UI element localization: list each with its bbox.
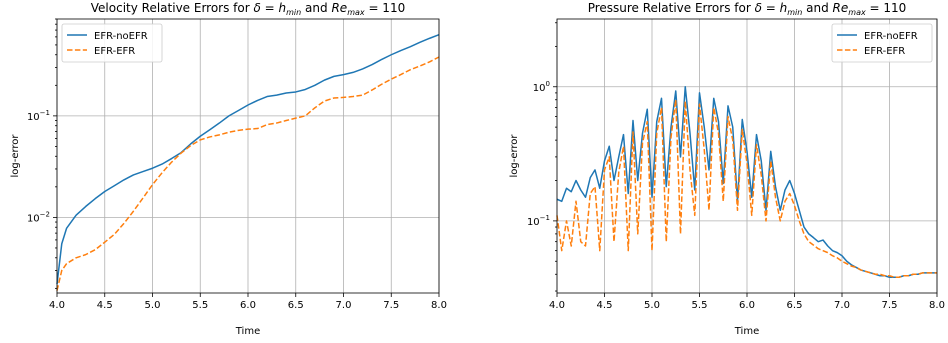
series-line-efr-efr <box>56 56 440 291</box>
y-tick-label: 100 <box>533 80 550 94</box>
legend-label: EFR-EFR <box>864 46 905 57</box>
x-tick-label: 4.5 <box>597 300 613 311</box>
x-tick-label: 6.0 <box>240 300 256 311</box>
series-line-efr-noefr <box>56 34 440 285</box>
plot-area-frame <box>556 18 938 294</box>
plot-area-frame <box>56 18 440 294</box>
legend-label: EFR-noEFR <box>94 31 148 42</box>
velocity-chart: Velocity Relative Errors for δ = hmin an… <box>10 1 447 337</box>
x-tick-label: 4.0 <box>49 300 65 311</box>
x-tick-label: 7.0 <box>834 300 850 311</box>
legend-box <box>831 23 933 63</box>
x-tick-label: 5.0 <box>145 300 161 311</box>
legend: EFR-noEFR EFR-EFR <box>831 23 933 63</box>
chart-title: Velocity Relative Errors for δ = hmin an… <box>91 1 405 17</box>
legend-label: EFR-EFR <box>94 46 135 57</box>
legend-label: EFR-noEFR <box>864 31 918 42</box>
x-tick-label: 7.5 <box>882 300 898 311</box>
axis-ticks: 4.0 4.5 5.0 5.5 6.0 6.5 7.0 7.5 8.0 10−2 10−1 <box>27 18 447 311</box>
y-tick-label: 10−2 <box>27 210 50 224</box>
x-tick-label: 4.5 <box>97 300 113 311</box>
x-tick-label: 5.0 <box>644 300 660 311</box>
x-tick-label: 6.5 <box>787 300 803 311</box>
x-tick-label: 5.5 <box>192 300 208 311</box>
x-tick-label: 8.0 <box>929 300 945 311</box>
pressure-chart: Pressure Relative Errors for δ = hmin an… <box>509 1 945 337</box>
x-axis-label: Time <box>734 326 759 337</box>
x-axis-label: Time <box>235 326 260 337</box>
x-tick-label: 5.5 <box>692 300 708 311</box>
x-tick-label: 6.0 <box>739 300 755 311</box>
x-tick-label: 7.5 <box>383 300 399 311</box>
axis-ticks: 4.0 4.5 5.0 5.5 6.0 6.5 7.0 7.5 8.0 10−1 100 <box>527 22 945 311</box>
grid-lines <box>556 19 938 293</box>
x-tick-label: 8.0 <box>431 300 447 311</box>
y-tick-label: 10−1 <box>27 109 50 123</box>
series-line-efr-efr <box>556 99 937 278</box>
y-tick-label: 10−1 <box>527 214 550 228</box>
x-tick-label: 6.5 <box>288 300 304 311</box>
chart-title: Pressure Relative Errors for δ = hmin an… <box>588 1 907 17</box>
y-axis-label: log-error <box>10 134 21 178</box>
legend-box <box>61 23 163 63</box>
x-tick-label: 7.0 <box>336 300 352 311</box>
y-axis-label: log-error <box>509 134 520 178</box>
data-lines <box>556 86 937 278</box>
legend: EFR-noEFR EFR-EFR <box>61 23 163 63</box>
data-lines <box>56 34 440 291</box>
x-tick-label: 4.0 <box>549 300 565 311</box>
